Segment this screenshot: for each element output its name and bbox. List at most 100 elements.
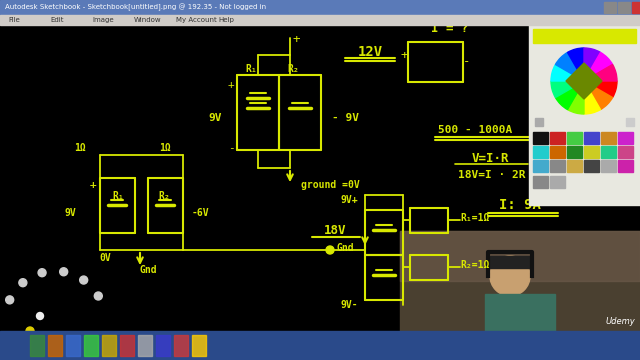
Bar bbox=[485, 294, 555, 334]
Bar bbox=[0, 331, 640, 360]
Bar bbox=[584, 160, 599, 172]
Bar bbox=[156, 335, 170, 356]
Circle shape bbox=[38, 269, 46, 277]
Bar bbox=[120, 335, 134, 356]
Text: File: File bbox=[8, 17, 20, 23]
Text: ground =0V: ground =0V bbox=[301, 180, 360, 190]
Bar bbox=[601, 146, 616, 158]
Text: Gnd: Gnd bbox=[336, 243, 354, 253]
Bar bbox=[30, 335, 44, 356]
Circle shape bbox=[94, 292, 102, 300]
Bar bbox=[632, 2, 640, 13]
Bar bbox=[604, 2, 616, 13]
Text: +: + bbox=[228, 80, 234, 90]
Bar bbox=[550, 176, 565, 188]
Bar bbox=[626, 118, 634, 126]
Wedge shape bbox=[584, 48, 600, 81]
Bar bbox=[550, 146, 565, 158]
Text: R₁: R₁ bbox=[245, 64, 257, 74]
Wedge shape bbox=[584, 81, 600, 114]
Circle shape bbox=[24, 339, 31, 347]
Wedge shape bbox=[584, 53, 612, 81]
Text: -: - bbox=[228, 143, 234, 153]
Text: +: + bbox=[90, 180, 97, 190]
Bar bbox=[584, 146, 599, 158]
Circle shape bbox=[6, 296, 13, 304]
Text: 9V-: 9V- bbox=[340, 300, 358, 310]
Wedge shape bbox=[584, 81, 617, 98]
Bar bbox=[490, 256, 530, 268]
Text: Udemy: Udemy bbox=[605, 317, 635, 326]
Bar bbox=[174, 335, 188, 356]
Wedge shape bbox=[568, 48, 584, 81]
Text: Help: Help bbox=[218, 17, 234, 23]
Text: R₂: R₂ bbox=[287, 64, 299, 74]
Circle shape bbox=[490, 256, 530, 296]
Text: R₂=1Ω: R₂=1Ω bbox=[460, 260, 490, 270]
Bar bbox=[0, 15, 640, 25]
Text: R₁: R₁ bbox=[112, 191, 124, 201]
Bar bbox=[601, 160, 616, 172]
Text: Image: Image bbox=[92, 17, 114, 23]
Circle shape bbox=[26, 327, 34, 335]
Bar bbox=[400, 231, 640, 331]
Bar bbox=[550, 132, 565, 144]
Bar bbox=[533, 176, 548, 188]
Wedge shape bbox=[568, 81, 584, 114]
Text: -6V: -6V bbox=[191, 208, 209, 218]
Bar bbox=[533, 132, 548, 144]
Bar bbox=[138, 335, 152, 356]
Wedge shape bbox=[584, 81, 612, 109]
Bar bbox=[618, 146, 633, 158]
Text: - 9V: - 9V bbox=[332, 113, 358, 123]
Polygon shape bbox=[566, 63, 602, 99]
Text: +: + bbox=[90, 180, 97, 190]
Bar bbox=[601, 132, 616, 144]
Text: Edit: Edit bbox=[50, 17, 63, 23]
Text: 18V: 18V bbox=[324, 224, 346, 237]
Wedge shape bbox=[551, 64, 584, 81]
Bar bbox=[550, 160, 565, 172]
Text: 9V+: 9V+ bbox=[340, 195, 358, 205]
Text: V=I·R: V=I·R bbox=[471, 152, 509, 165]
Wedge shape bbox=[556, 53, 584, 81]
Text: 18V=I · 2R: 18V=I · 2R bbox=[458, 170, 525, 180]
Text: Gnd: Gnd bbox=[139, 265, 157, 275]
Text: 9V: 9V bbox=[64, 208, 76, 218]
Wedge shape bbox=[584, 64, 617, 81]
Circle shape bbox=[326, 246, 334, 254]
Bar bbox=[400, 231, 640, 281]
Text: R₁=1Ω: R₁=1Ω bbox=[460, 213, 490, 223]
Text: 9V: 9V bbox=[208, 113, 221, 123]
Bar bbox=[533, 146, 548, 158]
Circle shape bbox=[60, 268, 68, 276]
Text: Window: Window bbox=[134, 17, 162, 23]
Text: -: - bbox=[463, 55, 471, 68]
Bar bbox=[0, 0, 640, 15]
Text: Autodesk Sketchbook - Sketchbook[untitled].png @ 192.35 - Not logged in: Autodesk Sketchbook - Sketchbook[untitle… bbox=[5, 4, 266, 11]
Text: R₂: R₂ bbox=[158, 191, 170, 201]
Bar bbox=[48, 335, 62, 356]
Text: 1Ω: 1Ω bbox=[159, 143, 171, 153]
Text: +: + bbox=[400, 49, 408, 62]
Bar bbox=[533, 160, 548, 172]
Bar bbox=[618, 2, 630, 13]
Bar bbox=[84, 335, 98, 356]
Bar bbox=[192, 335, 206, 356]
Wedge shape bbox=[551, 81, 584, 98]
Wedge shape bbox=[556, 81, 584, 109]
Bar bbox=[529, 25, 640, 205]
Text: 12V: 12V bbox=[357, 45, 383, 59]
Bar bbox=[535, 118, 543, 126]
Bar bbox=[584, 132, 599, 144]
Text: My Account: My Account bbox=[176, 17, 217, 23]
Circle shape bbox=[36, 312, 44, 320]
Bar bbox=[567, 160, 582, 172]
Circle shape bbox=[19, 279, 27, 287]
Text: 0V: 0V bbox=[99, 253, 111, 263]
Bar bbox=[567, 132, 582, 144]
Bar bbox=[66, 335, 80, 356]
Circle shape bbox=[79, 276, 88, 284]
Text: 500 - 1000A: 500 - 1000A bbox=[438, 125, 512, 135]
Text: +: + bbox=[292, 33, 300, 46]
